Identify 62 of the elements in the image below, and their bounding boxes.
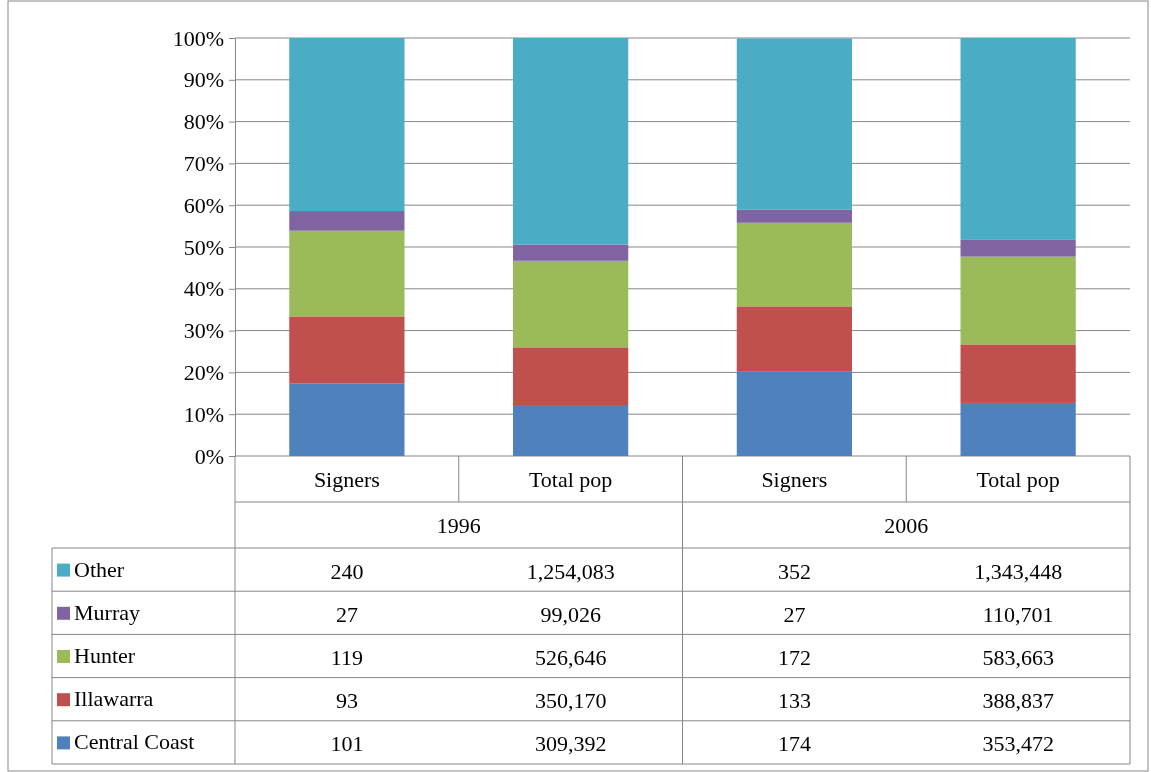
bar	[960, 38, 1076, 240]
text: 353,472	[982, 731, 1054, 757]
bar	[960, 239, 1076, 257]
text: 119	[330, 645, 363, 670]
text: 93	[335, 688, 358, 714]
legend-label: Murray	[74, 599, 140, 625]
y-tick-label: 10%	[183, 401, 224, 427]
x-tick-label: Total pop	[976, 467, 1060, 492]
legend-label: Central Coast	[74, 729, 195, 755]
text: 101	[330, 731, 364, 757]
text: 1996	[436, 513, 481, 538]
bar	[289, 316, 405, 384]
y-tick-label: 40%	[183, 276, 224, 302]
text: 240	[330, 558, 364, 584]
bar	[736, 306, 852, 372]
bar	[289, 211, 405, 231]
text: 388,837	[982, 688, 1054, 714]
text: 110,701	[982, 601, 1054, 627]
bar	[289, 38, 405, 212]
bar	[736, 209, 852, 223]
x-tick-label: Signers	[761, 467, 828, 492]
text: 172	[777, 645, 811, 670]
bar	[513, 244, 629, 261]
bar	[289, 230, 405, 317]
legend-label: Illawarra	[74, 686, 154, 712]
y-tick-label: 60%	[183, 192, 224, 218]
y-tick-label: 30%	[183, 318, 224, 344]
bar	[960, 256, 1076, 345]
text: 27	[783, 601, 806, 627]
x-tick-label: Signers	[313, 467, 380, 492]
bar	[513, 405, 629, 456]
bar	[960, 344, 1076, 403]
text: 174	[777, 731, 811, 757]
y-tick-label: 0%	[194, 443, 224, 469]
bar	[736, 38, 852, 210]
bar	[513, 347, 629, 405]
y-tick-label: 20%	[183, 359, 224, 385]
bar	[513, 38, 629, 245]
text: 1,343,448	[974, 558, 1063, 584]
bar	[513, 260, 629, 348]
y-tick-label: 80%	[183, 109, 224, 135]
bar	[736, 222, 852, 307]
text: 99,026	[540, 601, 601, 627]
text: 2006	[884, 513, 929, 538]
legend-label: Other	[74, 556, 125, 582]
text: 583,663	[982, 645, 1054, 670]
text: 352	[777, 558, 811, 584]
text: 133	[777, 688, 811, 714]
bar	[736, 371, 852, 456]
text: 350,170	[534, 688, 607, 714]
text: 27	[335, 601, 358, 627]
text: 526,646	[534, 645, 607, 670]
y-tick-label: 50%	[183, 234, 224, 260]
y-tick-label: 90%	[183, 67, 224, 93]
bar	[960, 402, 1076, 456]
text: 1,254,083	[526, 558, 615, 584]
y-tick-label: 70%	[183, 150, 224, 176]
text: 309,392	[534, 731, 607, 757]
bar	[289, 383, 405, 456]
y-tick-label: 100%	[172, 25, 224, 51]
legend-label: Hunter	[74, 643, 136, 668]
x-tick-label: Total pop	[528, 467, 613, 492]
